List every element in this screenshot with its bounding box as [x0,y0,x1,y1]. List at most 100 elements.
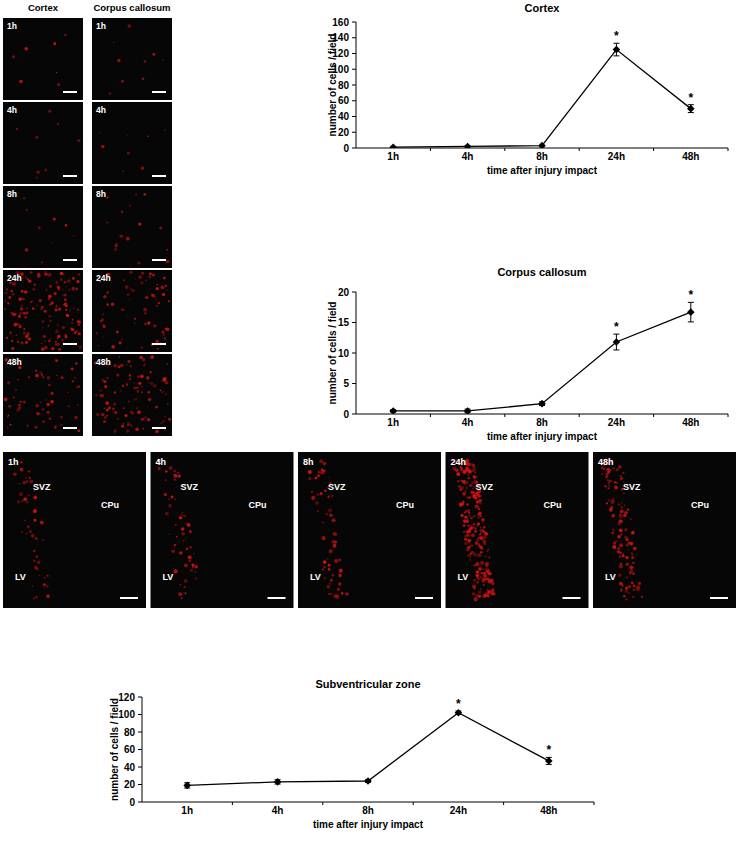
fluorescence [57,324,59,326]
data-point [389,407,397,414]
fluorescence [147,136,149,138]
fluorescence [22,278,23,279]
fluorescence [478,508,480,510]
fluorescence [162,420,165,423]
x-tick-label: 24h [450,805,467,816]
scale-bar [152,175,166,177]
data-point [538,142,546,148]
data-point [464,407,472,414]
fluorescence [49,319,52,322]
fluorescence [33,519,36,522]
y-tick [352,132,356,133]
fluorescence [463,530,466,533]
scale-bar [63,175,77,177]
fluorescence [626,543,630,547]
fluorescence [48,295,52,299]
y-tick-label: 20 [124,779,136,790]
fluorescence [482,522,483,523]
x-axis-label: time after injury impact [487,431,598,442]
fluorescence [68,405,70,407]
fluorescence [181,597,183,599]
time-label: 8h [7,189,17,199]
y-tick-label: 40 [338,111,350,122]
fluorescence [469,546,471,548]
fluorescence [123,423,125,425]
fluorescence [619,556,621,558]
fluorescence [473,515,475,517]
region-label: CPu [249,500,267,510]
data-point [538,400,546,408]
fluorescence [140,281,143,284]
fluorescence [156,299,157,300]
fluorescence [633,547,637,551]
fluorescence [477,574,480,577]
fluorescence [338,582,341,585]
fluorescence [179,516,183,520]
region-label: CPu [396,500,414,510]
fluorescence [41,262,43,264]
fluorescence [183,514,185,516]
micrograph: 24h [3,270,83,352]
fluorescence [472,488,473,489]
fluorescence [137,262,140,265]
fluorescence [606,502,608,504]
fluorescence [632,589,635,592]
fluorescence [142,77,145,80]
data-line [393,312,691,411]
fluorescence [23,481,26,484]
fluorescence [33,559,36,562]
y-tick [352,322,356,323]
fluorescence [477,501,479,503]
fluorescence [174,479,176,481]
x-tick-label: 1h [181,805,193,816]
fluorescence [485,592,487,594]
fluorescence [71,368,74,371]
fluorescence [464,537,468,541]
fluorescence [49,303,51,305]
fluorescence [607,476,609,478]
fluorescence [159,226,162,229]
fluorescence [64,302,68,306]
fluorescence [165,479,167,481]
fluorescence [25,341,28,344]
fluorescence [631,531,635,535]
fluorescence [328,508,332,512]
fluorescence [78,320,80,322]
fluorescence [457,480,459,482]
fluorescence [328,593,330,595]
fluorescence [452,467,456,471]
fluorescence [8,405,11,408]
fluorescence [479,576,482,579]
significance-mark: * [688,288,693,302]
fluorescence [479,529,483,533]
fluorescence [148,275,151,278]
x-tick [430,148,431,151]
fluorescence [476,524,478,526]
fluorescence [475,574,478,577]
x-tick [503,802,504,805]
fluorescence [477,581,479,583]
column-header: Corpus callosum [93,2,170,13]
fluorescence [466,482,468,484]
fluorescence [619,513,621,515]
fluorescence [485,567,489,571]
image-panel [92,270,172,352]
time-label: 1h [96,21,106,31]
fluorescence [470,556,471,557]
y-tick-label: 140 [332,32,349,43]
fluorescence [43,583,46,586]
fluorescence [189,560,191,562]
fluorescence [106,303,109,306]
fluorescence [24,316,27,319]
fluorescence [469,545,472,548]
chart: Cortextime after injury impactnumber of … [327,2,728,176]
fluorescence [75,330,78,333]
x-axis-label: time after injury impact [313,819,424,830]
fluorescence [24,47,28,51]
micrograph: 1h [92,18,172,100]
fluorescence [624,528,627,531]
fluorescence [31,585,33,587]
y-tick [138,749,142,750]
fluorescence [77,404,78,405]
fluorescence [15,389,17,391]
